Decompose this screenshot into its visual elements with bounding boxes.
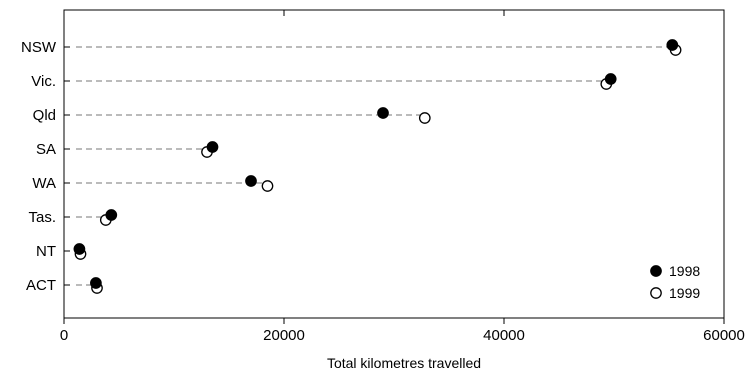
x-tick-label: 0 — [60, 327, 68, 344]
category-label: ACT — [26, 277, 56, 294]
category-label: Qld — [33, 107, 56, 124]
data-point-1998 — [604, 73, 617, 85]
category-label: SA — [36, 141, 56, 158]
legend: 1998 1999 — [650, 263, 700, 301]
x-axis-title: Total kilometres travelled — [327, 355, 481, 371]
data-point-1998 — [245, 175, 257, 187]
data-point-1998 — [206, 141, 219, 153]
data-point-1999 — [261, 180, 274, 192]
x-axis-ticks: 0 20000 40000 60000 — [60, 10, 745, 344]
data-point-1998 — [377, 107, 389, 119]
category-label: NT — [36, 243, 56, 260]
legend-marker-1999 — [650, 287, 662, 299]
legend-marker-1998 — [650, 265, 662, 277]
data-point-1998 — [73, 243, 86, 255]
data-markers — [73, 39, 682, 294]
category-label: Vic. — [31, 73, 56, 90]
leader-lines — [76, 46, 676, 286]
data-point-1999 — [418, 112, 431, 124]
data-point-1998 — [105, 209, 118, 221]
data-point-1998 — [666, 39, 679, 51]
data-point-1998 — [90, 277, 102, 289]
legend-label-1998: 1998 — [669, 263, 700, 279]
x-tick-label: 60000 — [703, 327, 745, 344]
legend-label-1999: 1999 — [669, 285, 700, 301]
category-labels: NSW Vic. Qld SA WA Tas. NT ACT — [21, 39, 70, 294]
x-tick-label: 20000 — [263, 327, 305, 344]
x-tick-label: 40000 — [483, 327, 525, 344]
category-label: Tas. — [28, 209, 56, 226]
category-label: WA — [32, 175, 56, 192]
category-label: NSW — [21, 39, 57, 56]
plot-frame — [63, 9, 725, 319]
